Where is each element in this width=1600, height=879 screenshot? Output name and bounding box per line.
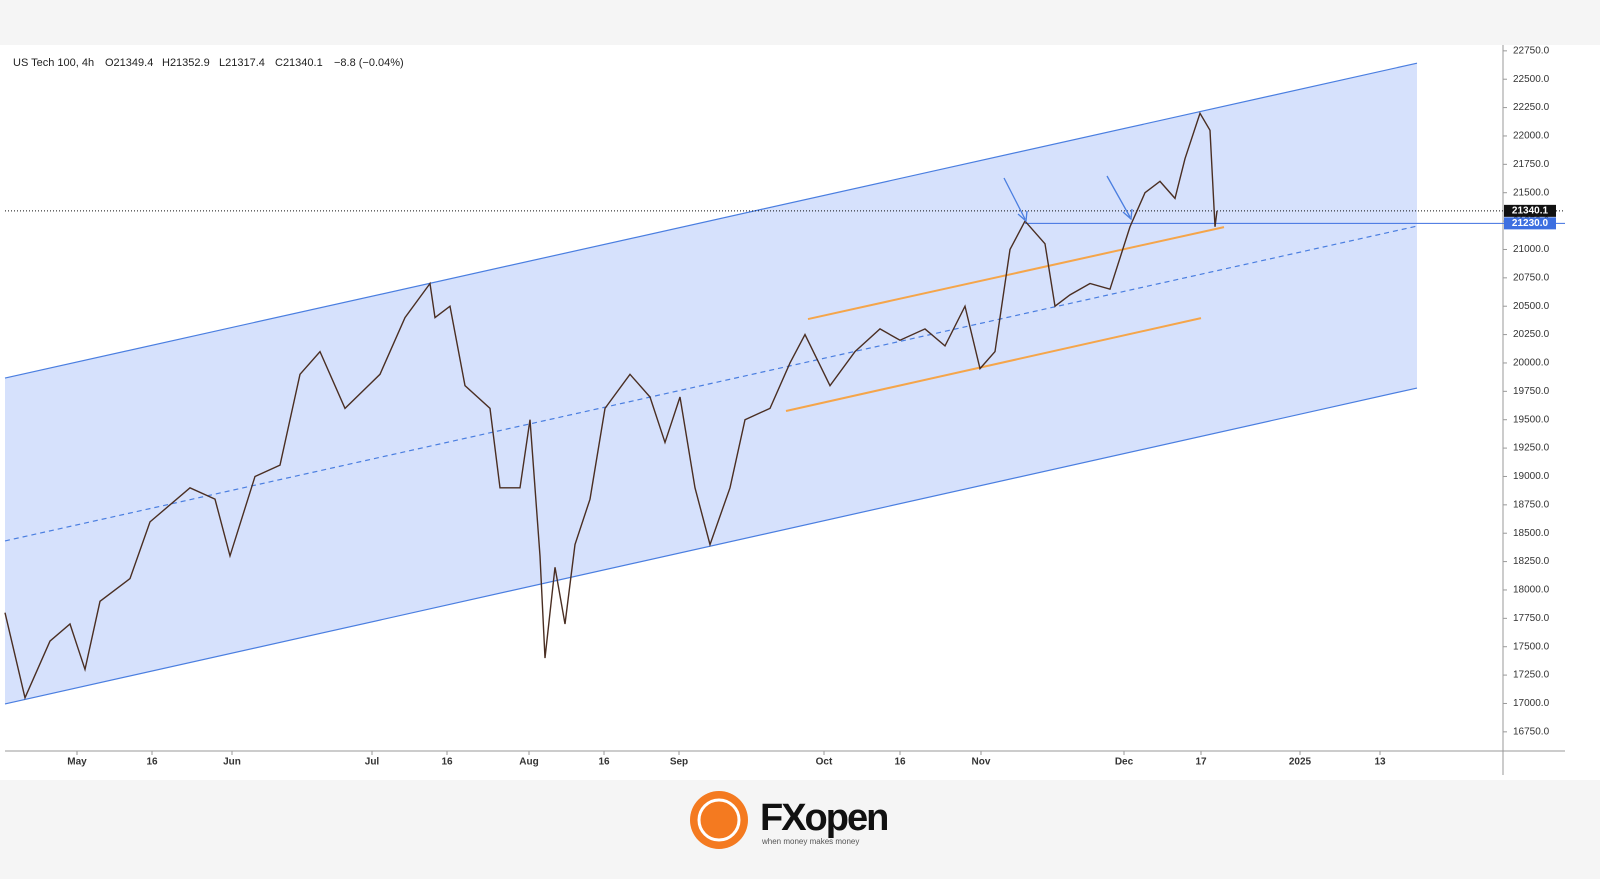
- logo-emblem-ring: [697, 798, 741, 842]
- y-tick-label: 19250.0: [1513, 443, 1550, 454]
- y-tick-label: 22250.0: [1513, 102, 1550, 113]
- y-tick-label: 20000.0: [1513, 358, 1550, 369]
- y-tick-label: 19000.0: [1513, 471, 1550, 482]
- y-tick-label: 16750.0: [1513, 726, 1550, 737]
- ohlc-close: C21340.1: [275, 57, 323, 69]
- y-tick-label: 17750.0: [1513, 613, 1550, 624]
- y-tick-label: 20250.0: [1513, 329, 1550, 340]
- x-tick-label: May: [67, 757, 87, 768]
- y-tick-label: 18000.0: [1513, 585, 1550, 596]
- x-tick-label: 17: [1195, 757, 1207, 768]
- x-tick-label: Jun: [223, 757, 241, 768]
- plot: [4, 62, 1565, 705]
- arrows: [1003, 175, 1133, 223]
- y-tick-label: 17500.0: [1513, 641, 1550, 652]
- y-tick-label: 17250.0: [1513, 670, 1550, 681]
- x-tick-label: 16: [598, 757, 610, 768]
- y-tick-label: 21000.0: [1513, 244, 1550, 255]
- logo-tagline: when money makes money: [761, 837, 859, 846]
- y-tick-label: 17000.0: [1513, 698, 1550, 709]
- x-tick-label: Oct: [816, 757, 833, 768]
- ohlc-low: L21317.4: [219, 57, 265, 69]
- y-tick-label: 22000.0: [1513, 131, 1550, 142]
- ohlc-open: O21349.4: [105, 57, 153, 69]
- inner-channel-upper: [807, 226, 1225, 321]
- channel-upper: [4, 62, 1418, 379]
- ohlc-high: H21352.9: [162, 57, 210, 69]
- x-tick-label: Jul: [365, 757, 380, 768]
- price-label-box: [1504, 204, 1556, 217]
- price-label: 21340.1: [1512, 206, 1549, 217]
- price-line: [4, 111, 1218, 700]
- inner-channel-lower: [785, 317, 1202, 412]
- channel-lower: [4, 387, 1418, 705]
- y-tick-label: 19750.0: [1513, 386, 1550, 397]
- y-tick-label: 20500.0: [1513, 301, 1550, 312]
- x-tick-label: Sep: [670, 757, 688, 768]
- channel-middle: [4, 225, 1418, 542]
- y-tick-label: 19500.0: [1513, 414, 1550, 425]
- y-tick-label: 20750.0: [1513, 272, 1550, 283]
- change: −8.8 (−0.04%): [334, 57, 404, 69]
- price-label-box: [1504, 217, 1556, 230]
- price-label: 21230.0: [1512, 218, 1549, 229]
- y-tick-label: 22750.0: [1513, 45, 1550, 56]
- y-tick-label: 21750.0: [1513, 159, 1550, 170]
- y-tick-label: 18250.0: [1513, 556, 1550, 567]
- chart-title: US Tech 100, 4h: [13, 57, 94, 69]
- x-tick-label: 16: [146, 757, 158, 768]
- y-tick-label: 18500.0: [1513, 528, 1550, 539]
- x-tick-label: Aug: [519, 757, 538, 768]
- y-tick-label: 21500.0: [1513, 187, 1550, 198]
- x-tick-label: 2025: [1289, 757, 1312, 768]
- logo: FXopen when money makes money: [690, 791, 889, 849]
- x-tick-label: 16: [894, 757, 906, 768]
- y-tick-label: 22500.0: [1513, 74, 1550, 85]
- x-tick-label: Nov: [972, 757, 991, 768]
- x-tick-label: 16: [441, 757, 453, 768]
- x-tick-label: 13: [1374, 757, 1386, 768]
- y-tick-label: 18750.0: [1513, 499, 1550, 510]
- logo-name: FXopen: [760, 797, 887, 839]
- x-tick-label: Dec: [1115, 757, 1134, 768]
